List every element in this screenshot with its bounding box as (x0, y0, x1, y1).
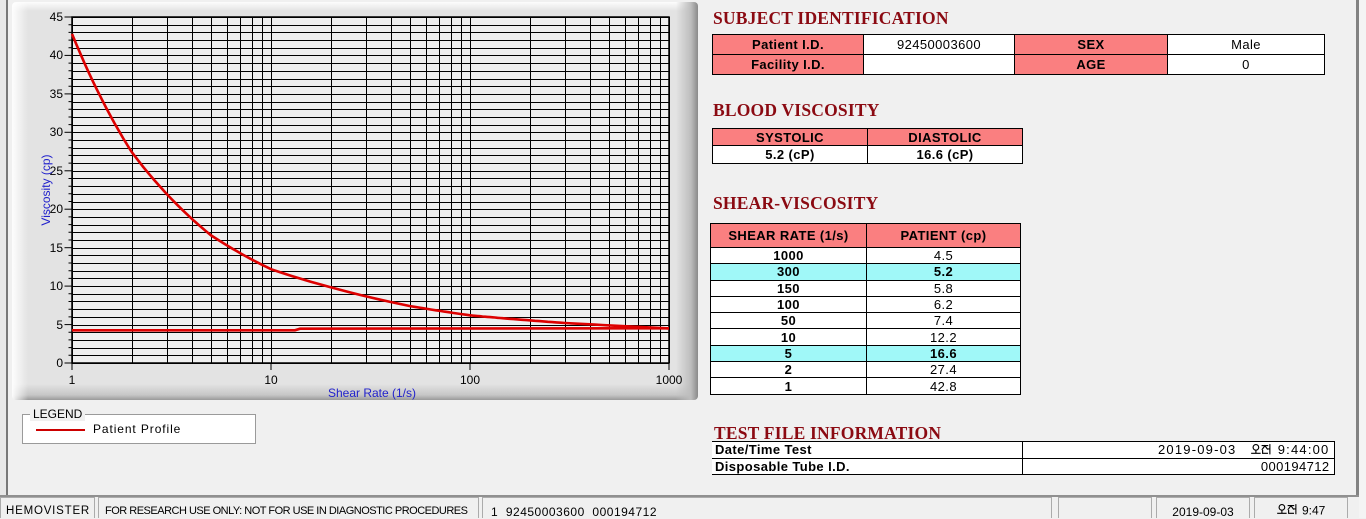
svg-text:35: 35 (50, 87, 64, 101)
svg-text:10: 10 (264, 373, 278, 387)
svg-text:Shear Rate (1/s): Shear Rate (1/s) (328, 386, 416, 400)
svg-text:15: 15 (50, 241, 64, 255)
svg-text:Viscosity (cp): Viscosity (cp) (39, 154, 53, 225)
svg-text:0: 0 (56, 356, 63, 370)
svg-text:1: 1 (69, 373, 76, 387)
svg-text:5: 5 (56, 318, 63, 332)
svg-text:30: 30 (50, 125, 64, 139)
svg-text:20: 20 (50, 202, 64, 216)
svg-text:25: 25 (50, 164, 64, 178)
svg-text:100: 100 (460, 373, 480, 387)
svg-text:1000: 1000 (656, 373, 683, 387)
svg-text:10: 10 (50, 279, 64, 293)
svg-text:40: 40 (50, 48, 64, 62)
svg-text:45: 45 (50, 10, 64, 24)
